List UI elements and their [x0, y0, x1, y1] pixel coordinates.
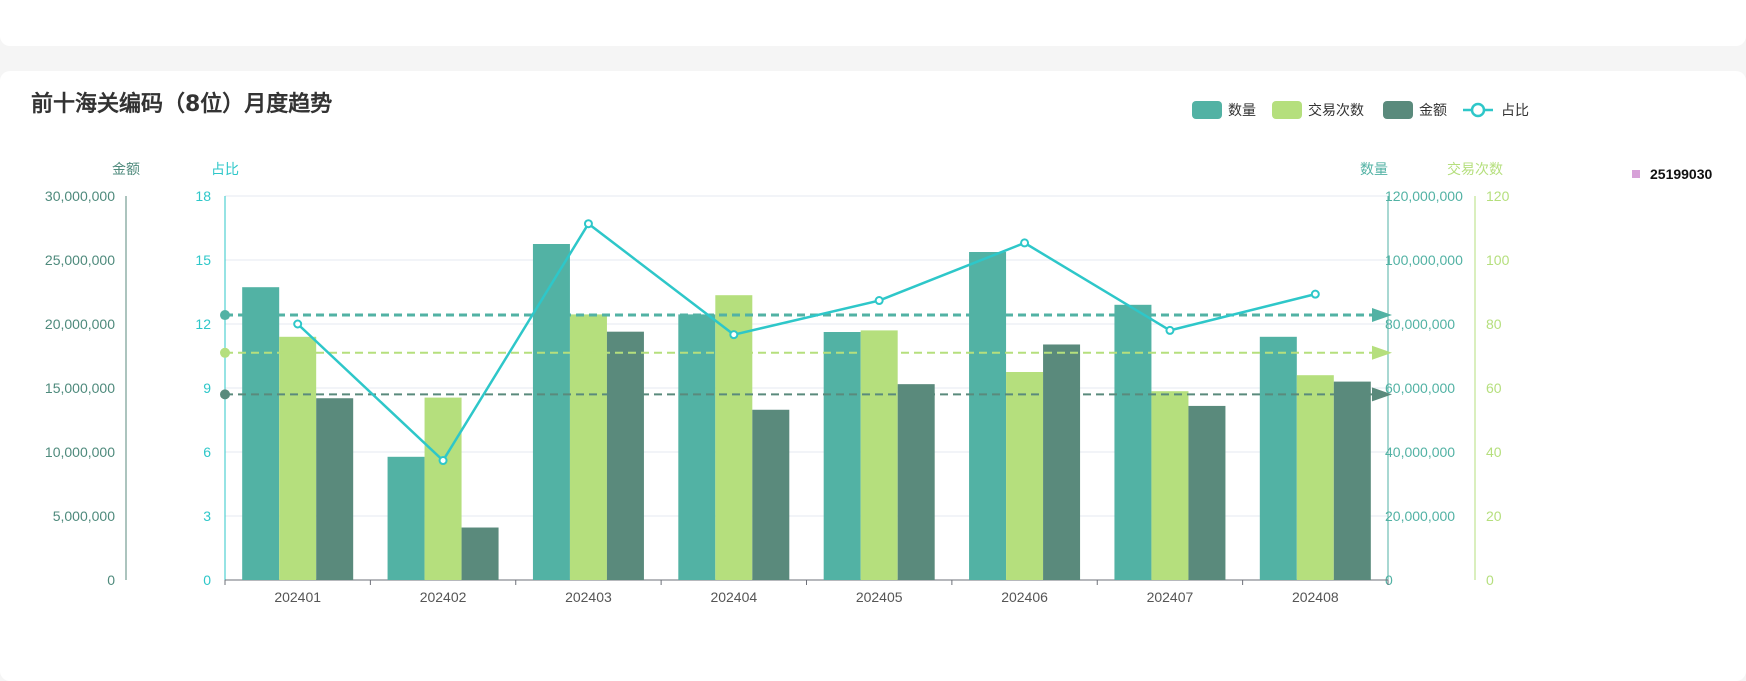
amount-tick-label: 0 [107, 572, 115, 588]
quantity-average-start-marker [220, 310, 230, 321]
amount-tick-label: 30,000,000 [45, 188, 115, 204]
quantity-tick-label: 0 [1385, 572, 1393, 588]
quantity-bar [532, 244, 570, 580]
amount-axis-name: 金额 [112, 162, 140, 178]
legend-label: 金额 [1419, 103, 1447, 119]
ratio-tick-label: 3 [203, 508, 211, 524]
trades-bar [715, 295, 753, 580]
quantity-tick-label: 40,000,000 [1385, 444, 1455, 460]
ratio-point [729, 330, 739, 340]
ratio-point [293, 319, 303, 329]
x-tick-label: 202401 [274, 589, 321, 605]
amount-tick-label: 5,000,000 [53, 508, 115, 524]
amount-tick-label: 10,000,000 [45, 444, 115, 460]
trades-tick-label: 100 [1486, 252, 1510, 268]
quantity-bar [242, 287, 280, 580]
amount-tick-label: 15,000,000 [45, 380, 115, 396]
ratio-line [296, 221, 1316, 463]
amount-tick-label: 25,000,000 [45, 252, 115, 268]
x-tick-label: 202408 [1292, 589, 1339, 605]
quantity-bar [969, 252, 1007, 580]
ratio-axis-name: 占比 [211, 162, 239, 178]
ratio-tick-label: 15 [195, 252, 211, 268]
trades-tick-label: 60 [1486, 380, 1502, 396]
quantity-bar [387, 456, 425, 580]
amount-bar [1333, 381, 1371, 580]
trades-axis-name: 交易次数 [1447, 161, 1503, 178]
x-tick-label: 202405 [856, 589, 903, 605]
side-legend-label: 25199030 [1650, 166, 1713, 182]
amount-bar [461, 527, 499, 580]
ratio-point [438, 456, 448, 466]
amount-tick-label: 20,000,000 [45, 316, 115, 332]
legend-swatch [1383, 101, 1413, 119]
trades-average-start-marker [220, 347, 230, 358]
trades-bar [1296, 375, 1334, 580]
x-tick-label: 202402 [420, 589, 467, 605]
trades-bar [860, 330, 898, 580]
amount-bar [606, 331, 644, 580]
x-tick-label: 202403 [565, 589, 612, 605]
legend-line-marker [1470, 102, 1486, 118]
x-tick-label: 202406 [1001, 589, 1048, 605]
amount-bar [752, 409, 790, 580]
ratio-tick-label: 6 [203, 444, 211, 460]
legend-label: 占比 [1501, 103, 1529, 119]
legend-label: 数量 [1228, 103, 1256, 119]
quantity-tick-label: 60,000,000 [1385, 380, 1455, 396]
ratio-point [583, 219, 593, 229]
x-tick-label: 202407 [1147, 589, 1194, 605]
trades-bar [279, 336, 317, 580]
trades-tick-label: 80 [1486, 316, 1502, 332]
amount-bar [316, 398, 354, 580]
amount-average-start-marker [220, 389, 230, 400]
ratio-tick-label: 18 [195, 188, 211, 204]
amount-bar [897, 384, 935, 580]
trades-tick-label: 40 [1486, 444, 1502, 460]
quantity-bar [823, 332, 861, 580]
side-legend-marker [1632, 170, 1640, 178]
top-panel [0, 0, 1746, 46]
ratio-tick-label: 0 [203, 572, 211, 588]
quantity-tick-label: 20,000,000 [1385, 508, 1455, 524]
trades-bar [1006, 372, 1044, 580]
quantity-tick-label: 120,000,000 [1385, 188, 1463, 204]
side-legend[interactable]: 25199030 [1632, 166, 1712, 182]
quantity-tick-label: 100,000,000 [1385, 252, 1463, 268]
trades-average-end-arrow [1372, 345, 1392, 360]
ratio-point [1020, 238, 1030, 248]
trades-tick-label: 120 [1486, 188, 1510, 204]
ratio-point [1165, 325, 1175, 335]
quantity-bar [1259, 336, 1297, 580]
amount-bar [1043, 344, 1081, 580]
quantity-average-end-arrow [1372, 308, 1392, 323]
amount-average-end-arrow [1372, 387, 1392, 402]
amount-bar [1188, 405, 1226, 580]
legend-swatch [1192, 101, 1222, 119]
x-tick-label: 202404 [710, 589, 757, 605]
ratio-point [874, 296, 884, 306]
quantity-bar [678, 314, 716, 580]
trades-bar [424, 397, 462, 580]
trades-bar [569, 314, 607, 580]
ratio-tick-label: 12 [195, 316, 211, 332]
trades-bar [1151, 391, 1189, 580]
ratio-tick-label: 9 [203, 380, 211, 396]
quantity-tick-label: 80,000,000 [1385, 316, 1455, 332]
trades-tick-label: 20 [1486, 508, 1502, 524]
trades-tick-label: 0 [1486, 572, 1494, 588]
quantity-bar [1114, 304, 1152, 580]
legend-swatch [1272, 101, 1302, 119]
quantity-axis-name: 数量 [1360, 162, 1388, 178]
chart-title: 前十海关编码（8位）月度趋势 [31, 92, 333, 117]
legend-label: 交易次数 [1308, 102, 1364, 119]
ratio-point [1310, 289, 1320, 299]
